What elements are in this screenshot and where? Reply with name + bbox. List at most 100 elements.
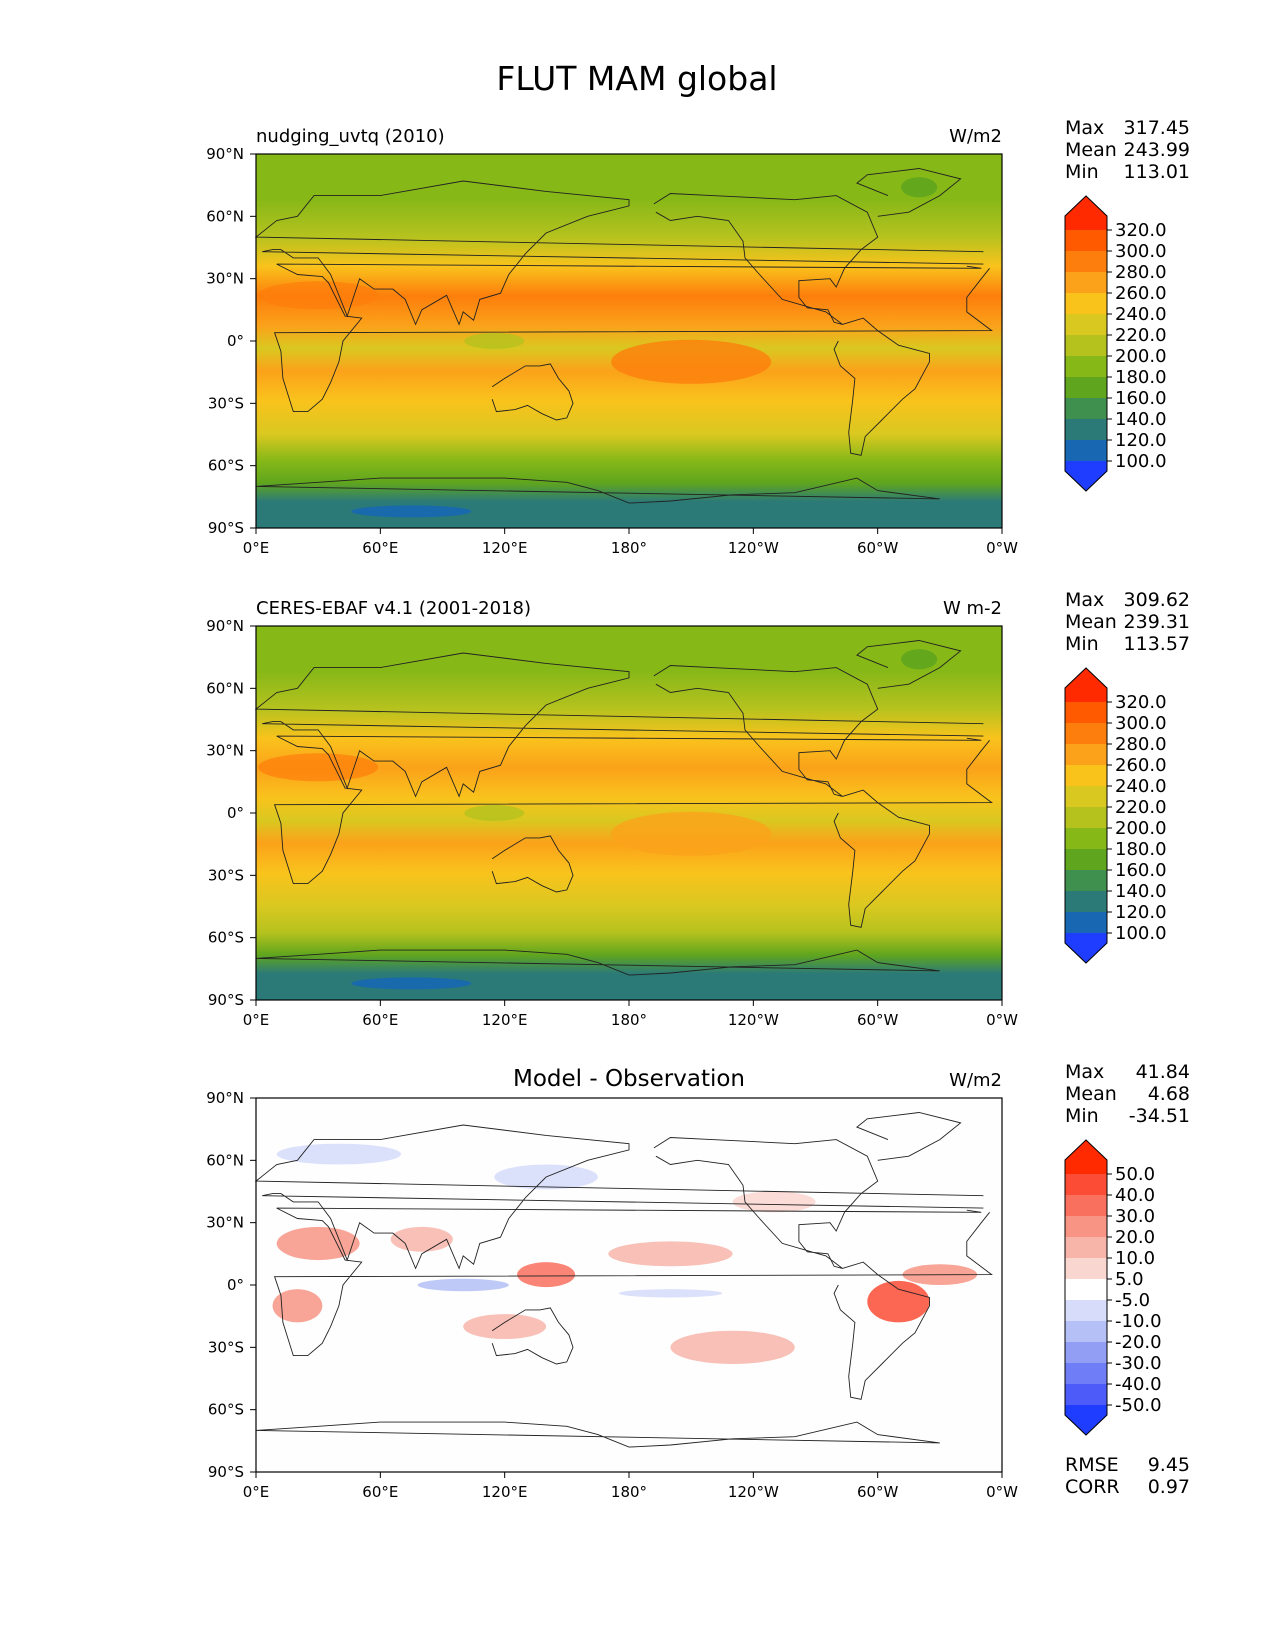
y-tick-label: 30°N — [206, 742, 244, 760]
colorbar-label: 30.0 — [1115, 1206, 1155, 1227]
colorbar-label: 5.0 — [1115, 1269, 1144, 1290]
panel-title: nudging_uvtq (2010) — [256, 126, 445, 147]
stat-value: 239.31 — [1124, 611, 1190, 633]
colorbar-label: 280.0 — [1115, 734, 1167, 755]
x-tick-label: 120°E — [482, 1483, 528, 1501]
colorbar-band — [1065, 1174, 1107, 1196]
anomaly-region — [670, 1330, 795, 1364]
colorbar-band — [1065, 419, 1107, 441]
cold-region — [901, 649, 938, 670]
colorbar-band — [1065, 912, 1107, 934]
colorbar-label: 260.0 — [1115, 755, 1167, 776]
colorbar-label: 40.0 — [1115, 1185, 1155, 1206]
colorbar-label: -20.0 — [1115, 1332, 1162, 1353]
y-tick-label: 60°S — [208, 457, 244, 475]
stat-value: 4.68 — [1148, 1083, 1190, 1105]
stat-value: 113.57 — [1124, 633, 1190, 655]
colorbar-extend-bottom — [1065, 1405, 1107, 1435]
coastline — [856, 1112, 962, 1161]
colorbar-outline — [1064, 1139, 1108, 1436]
anomaly-region — [463, 1314, 547, 1340]
colorbar-label: 300.0 — [1115, 713, 1167, 734]
colorbar-band — [1065, 1363, 1107, 1385]
x-tick-label: 0°E — [243, 1011, 270, 1029]
y-tick-label: 60°N — [206, 1151, 244, 1169]
colorbar-label: 220.0 — [1115, 325, 1167, 346]
colorbar-label: 200.0 — [1115, 346, 1167, 367]
colorbar-band — [1065, 272, 1107, 294]
rmse-label: RMSE — [1065, 1454, 1119, 1476]
stat-value: -34.51 — [1129, 1105, 1190, 1127]
stat-label: Min — [1065, 1105, 1099, 1127]
colorbar-band — [1065, 723, 1107, 745]
colorbar-band — [1065, 765, 1107, 787]
y-tick-label: 60°S — [208, 929, 244, 947]
coastline — [255, 1421, 940, 1448]
x-tick-label: 0°W — [986, 1483, 1018, 1501]
x-tick-label: 60°E — [362, 539, 398, 557]
colorbar-label: -30.0 — [1115, 1353, 1162, 1374]
stat-label: Mean — [1065, 611, 1117, 633]
coastline — [653, 1137, 879, 1269]
coastline — [254, 1124, 984, 1270]
cold-region — [351, 505, 472, 518]
coastline — [273, 1207, 993, 1357]
colorbar-label: 140.0 — [1115, 881, 1167, 902]
colorbar-label: 100.0 — [1115, 451, 1167, 472]
panel-title: Model - Observation — [513, 1066, 745, 1092]
colorbar-label: 140.0 — [1115, 409, 1167, 430]
cold-region — [351, 977, 472, 990]
x-tick-label: 60°W — [857, 539, 899, 557]
panel-3: Model - Observation W/m2 90°N 60°N 30°N 0° 30°… — [206, 1061, 1190, 1501]
y-tick-label: 90°N — [206, 145, 244, 163]
x-tick-label: 180° — [611, 1483, 647, 1501]
coastline — [273, 735, 993, 885]
stat-label: Min — [1065, 161, 1099, 183]
colorbar-label: 300.0 — [1115, 241, 1167, 262]
x-tick-label: 0°E — [243, 1483, 270, 1501]
x-tick-label: 0°W — [986, 1011, 1018, 1029]
colorbar-band — [1065, 702, 1107, 724]
colorbar-label: 320.0 — [1115, 220, 1167, 241]
anomaly-region — [608, 1241, 733, 1267]
x-tick-label: 0°E — [243, 539, 270, 557]
coastline — [491, 363, 574, 421]
units-label: W/m2 — [949, 1070, 1002, 1091]
colorbar-label: 180.0 — [1115, 367, 1167, 388]
colorbar-band — [1065, 398, 1107, 420]
y-tick-label: 90°S — [208, 519, 244, 537]
colorbar-band — [1065, 356, 1107, 378]
y-tick-label: 60°N — [206, 679, 244, 697]
colorbar-label: 50.0 — [1115, 1164, 1155, 1185]
stat-value: 243.99 — [1124, 139, 1190, 161]
colorbar-extend-top — [1065, 668, 1107, 702]
colorbar-label: 120.0 — [1115, 430, 1167, 451]
colorbar-band — [1065, 1384, 1107, 1406]
colorbar-extend-bottom — [1065, 461, 1107, 491]
coastline — [273, 263, 993, 413]
coastline — [491, 1307, 574, 1365]
x-tick-label: 120°W — [728, 1483, 779, 1501]
figure-title: FLUT MAM global — [496, 59, 777, 98]
units-label: W m-2 — [943, 598, 1002, 619]
colorbar-label: -5.0 — [1115, 1290, 1150, 1311]
anomaly-region — [732, 1191, 816, 1213]
colorbar-label: -50.0 — [1115, 1395, 1162, 1416]
colorbar-band — [1065, 1342, 1107, 1364]
colorbar-label: 20.0 — [1115, 1227, 1155, 1248]
anomaly-region — [276, 1226, 360, 1261]
y-tick-label: 30°S — [208, 1338, 244, 1356]
colorbar-outline — [1064, 667, 1108, 964]
warm-region — [611, 811, 772, 856]
coastline — [255, 477, 940, 504]
colorbar-band — [1065, 807, 1107, 829]
x-tick-label: 120°W — [728, 1011, 779, 1029]
colorbar-band — [1065, 335, 1107, 357]
stat-value: 113.01 — [1124, 161, 1190, 183]
colorbar-band — [1065, 1195, 1107, 1217]
colorbar-label: 160.0 — [1115, 860, 1167, 881]
colorbar-label: 160.0 — [1115, 388, 1167, 409]
colorbar-extend-top — [1065, 196, 1107, 230]
y-tick-label: 0° — [227, 332, 244, 350]
